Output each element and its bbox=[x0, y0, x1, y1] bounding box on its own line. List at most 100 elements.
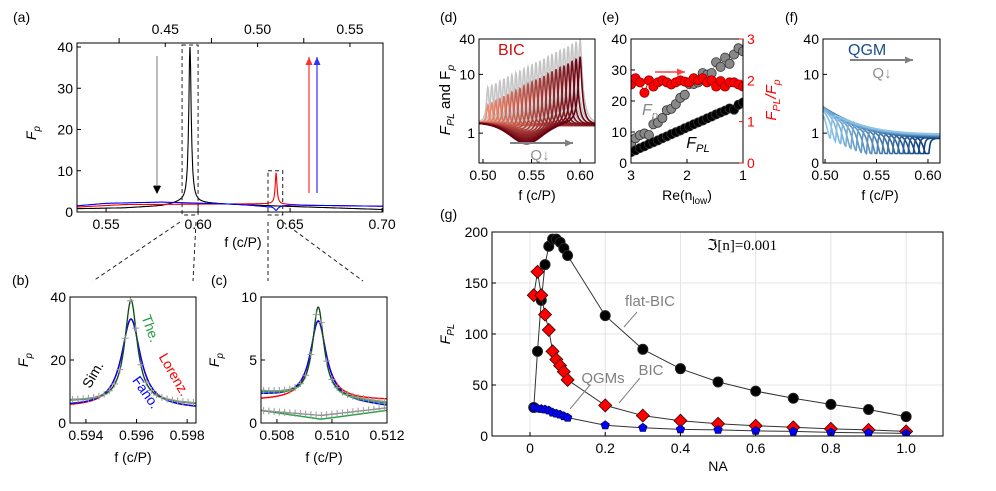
bic-point bbox=[541, 322, 556, 337]
sim-marker bbox=[116, 366, 124, 374]
Fp-label: Fp bbox=[642, 102, 658, 122]
x-tick-label: 1 bbox=[739, 167, 747, 183]
flat-bic-point bbox=[562, 249, 574, 261]
y-tick-label: 50 bbox=[472, 377, 488, 393]
sim-marker bbox=[344, 391, 352, 399]
y-tick-label: 0 bbox=[58, 415, 66, 431]
x-tick-label: 0.60 bbox=[914, 167, 941, 183]
sim-marker bbox=[142, 378, 150, 386]
label-part: low bbox=[692, 196, 708, 207]
x-tick-label: 0.6 bbox=[746, 440, 766, 456]
Fp-point bbox=[679, 89, 690, 100]
fit-curve bbox=[261, 320, 387, 400]
label-part: PL bbox=[445, 113, 457, 126]
y-tick-label: 5 bbox=[249, 352, 257, 368]
sim-marker bbox=[281, 386, 289, 394]
flat-bic-point bbox=[787, 392, 799, 404]
label-part: p bbox=[32, 125, 43, 132]
ratio-point bbox=[634, 77, 645, 88]
qgm-point bbox=[675, 424, 686, 434]
zoom-connector bbox=[282, 221, 364, 282]
FPL-point bbox=[738, 97, 743, 108]
sim-marker bbox=[291, 383, 299, 391]
x-tick-label: 0.60 bbox=[567, 167, 594, 183]
sim-marker bbox=[328, 375, 336, 383]
zoom-connector bbox=[192, 221, 197, 282]
sim-marker bbox=[153, 391, 161, 399]
x-tick-label: 0.598 bbox=[170, 427, 205, 443]
sim-marker bbox=[370, 405, 378, 413]
axes-frame bbox=[822, 38, 941, 164]
label-part: F bbox=[763, 111, 780, 121]
label-part: and F bbox=[437, 71, 454, 114]
flat-bic-point bbox=[637, 343, 649, 355]
sim-marker bbox=[137, 361, 145, 369]
Fp-point bbox=[724, 58, 735, 69]
x-tick-label: 0.70 bbox=[368, 216, 395, 232]
label-part: PL bbox=[771, 98, 783, 111]
plot-area-f bbox=[823, 106, 940, 156]
x-tick-label: 0.55 bbox=[92, 216, 119, 232]
flat-bic-point bbox=[599, 310, 611, 322]
qgm-point bbox=[863, 428, 874, 436]
sim-marker bbox=[375, 405, 383, 413]
sim-marker bbox=[354, 394, 362, 402]
x-axis-label: f (c/P) bbox=[305, 449, 342, 465]
imag-index-annotation: ℑ[n]=0.001 bbox=[707, 238, 777, 254]
panel-label-c: (c) bbox=[211, 272, 227, 288]
fit-curve bbox=[261, 409, 387, 420]
y-tick-label: 0 bbox=[811, 155, 819, 171]
y-tick-label: 0 bbox=[619, 155, 627, 171]
label-part: F bbox=[686, 135, 697, 152]
x-tick-label: 0.594 bbox=[68, 427, 103, 443]
qgm-point bbox=[713, 425, 723, 434]
y2-tick-label: 0 bbox=[747, 155, 755, 171]
x-axis-label: Re(nlow) bbox=[662, 187, 712, 207]
label-part: p bbox=[215, 352, 226, 359]
q-decrease-label: Q↓ bbox=[530, 147, 549, 164]
y-tick-label: 40 bbox=[611, 31, 627, 47]
x-tick-label: 0 bbox=[526, 440, 534, 456]
sim-marker bbox=[333, 410, 341, 418]
x-tick-label: 0.55 bbox=[518, 167, 545, 183]
x-tick-label: 0.510 bbox=[314, 427, 349, 443]
y-tick-label: 10 bbox=[803, 66, 819, 82]
y2-axis-label: FPL/Fp bbox=[763, 79, 783, 120]
sim-marker bbox=[132, 324, 140, 332]
label-part: F bbox=[437, 125, 454, 135]
y-tick-label: 40 bbox=[57, 39, 73, 55]
label-part: F bbox=[206, 357, 222, 367]
blue-increase-arrow-head bbox=[313, 57, 321, 65]
x-axis-label: f (c/P) bbox=[518, 187, 555, 203]
sim-marker bbox=[365, 406, 373, 414]
panel-label-e: (e) bbox=[602, 9, 619, 25]
sim-marker bbox=[84, 394, 92, 402]
panel-label-b: (b) bbox=[12, 272, 29, 288]
y-tick-label: 1 bbox=[811, 125, 819, 141]
label-part: PL bbox=[446, 324, 457, 336]
y-tick-label: 20 bbox=[611, 93, 627, 109]
top-x-tick-label: 0.45 bbox=[152, 21, 179, 37]
fit-curve bbox=[261, 306, 387, 403]
sim-marker bbox=[359, 395, 367, 403]
y-tick-label: 100 bbox=[465, 326, 489, 342]
sim-marker bbox=[359, 407, 367, 415]
Fp-point bbox=[738, 46, 743, 57]
qgm-point bbox=[788, 426, 798, 436]
y2-tick-label: 3 bbox=[747, 31, 755, 47]
sim-marker bbox=[286, 385, 294, 393]
zoom-box bbox=[267, 170, 284, 216]
bic-point bbox=[635, 408, 650, 423]
axes-frame bbox=[478, 38, 596, 164]
fit-curve bbox=[261, 306, 387, 404]
theory-label: The. bbox=[138, 312, 163, 344]
bic-point bbox=[560, 372, 575, 387]
x-axis-label: f (c/P) bbox=[861, 187, 898, 203]
x-axis-label: f (c/P) bbox=[224, 234, 261, 250]
sim-marker bbox=[90, 394, 98, 402]
x-tick-label: 0.508 bbox=[259, 427, 294, 443]
sim-marker bbox=[168, 396, 176, 404]
sim-marker bbox=[349, 392, 357, 400]
y-axis-label: Fp bbox=[23, 125, 43, 140]
top-x-tick-label: 0.55 bbox=[336, 21, 363, 37]
